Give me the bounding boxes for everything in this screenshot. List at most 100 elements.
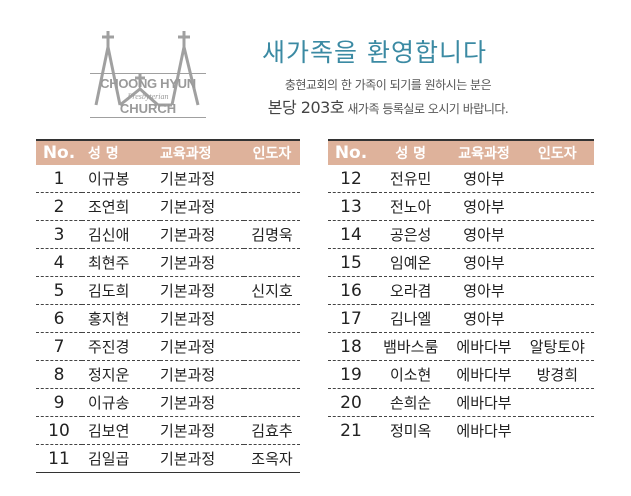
church-logo-icon <box>94 31 200 107</box>
table-row: 6 홍지현 기본과정 <box>36 304 300 333</box>
cell-name: 이규봉 <box>82 165 160 193</box>
cell-name: 공은성 <box>374 220 448 249</box>
cell-course: 기본과정 <box>160 388 244 417</box>
cell-guide: 조옥자 <box>244 444 300 473</box>
cell-guide <box>244 332 300 361</box>
column-header-number: No. <box>36 139 82 165</box>
cell-guide <box>520 220 594 249</box>
cell-number: 9 <box>36 388 82 417</box>
subtitle-line1: 충현교회의 한 가족이 되기를 원하시는 분은 <box>284 78 492 92</box>
table-row: 11 김일곱 기본과정 조옥자 <box>36 444 300 473</box>
table-row: 8 정지운 기본과정 <box>36 360 300 389</box>
table-row: 20 손희순 에바다부 <box>328 388 594 417</box>
cell-number: 18 <box>328 332 374 361</box>
cell-number: 2 <box>36 192 82 221</box>
cell-number: 17 <box>328 304 374 333</box>
cell-course: 영아부 <box>447 165 521 193</box>
cell-name: 임예온 <box>374 248 448 277</box>
cell-number: 4 <box>36 248 82 277</box>
cell-course: 기본과정 <box>160 444 244 473</box>
cell-guide: 김명욱 <box>244 220 300 249</box>
cell-name: 이소현 <box>374 360 448 389</box>
cell-course: 기본과정 <box>160 165 244 193</box>
table-row: 18 뱀바스룸 에바다부 알탕토야 <box>328 332 594 361</box>
table-row: 12 전유민 영아부 <box>328 165 594 193</box>
table-row: 9 이규송 기본과정 <box>36 388 300 417</box>
table-row: 7 주진경 기본과정 <box>36 332 300 361</box>
cell-number: 1 <box>36 165 82 193</box>
column-header-name: 성 명 <box>82 139 160 165</box>
cell-number: 13 <box>328 192 374 221</box>
page-title: 새가족을 환영합니다 <box>262 38 487 67</box>
cell-guide: 신지호 <box>244 276 300 305</box>
cell-guide <box>244 248 300 277</box>
registrants-table-left: No. 성 명 교육과정 인도자 1 이규봉 기본과정 2 조연희 기본과정 3 김신애 기본과정 김명… <box>36 139 300 473</box>
table-row: 4 최현주 기본과정 <box>36 248 300 277</box>
cell-course: 에바다부 <box>447 388 521 417</box>
table-row: 13 전노아 영아부 <box>328 192 594 221</box>
column-header-name: 성 명 <box>374 139 448 165</box>
cell-course: 기본과정 <box>160 360 244 389</box>
table-row: 19 이소현 에바다부 방경희 <box>328 360 594 389</box>
cell-course: 기본과정 <box>160 304 244 333</box>
cell-number: 12 <box>328 165 374 193</box>
subtitle-line2-rest: 새가족 등록실로 오시기 바랍니다. <box>344 102 509 116</box>
cell-name: 전유민 <box>374 165 448 193</box>
cell-name: 정지운 <box>82 360 160 389</box>
logo-divider-bottom <box>90 117 206 118</box>
cell-number: 5 <box>36 276 82 305</box>
table-row: 21 정미옥 에바다부 <box>328 417 594 445</box>
cell-number: 15 <box>328 248 374 277</box>
cell-guide <box>520 192 594 221</box>
table-row: 1 이규봉 기본과정 <box>36 165 300 193</box>
logo-text-church: CHURCH <box>119 101 177 116</box>
cell-guide <box>520 276 594 305</box>
cell-name: 이규송 <box>82 388 160 417</box>
cell-course: 에바다부 <box>447 332 521 361</box>
table-row: 14 공은성 영아부 <box>328 220 594 249</box>
cell-name: 주진경 <box>82 332 160 361</box>
cell-course: 영아부 <box>447 304 521 333</box>
logo-text-presbyterian: Presbyterian <box>127 92 169 101</box>
cell-number: 19 <box>328 360 374 389</box>
column-header-course: 교육과정 <box>447 139 521 165</box>
column-header-course: 교육과정 <box>160 139 244 165</box>
cell-number: 21 <box>340 420 362 441</box>
table-row: 17 김나엘 영아부 <box>328 304 594 333</box>
table-row: 3 김신애 기본과정 김명욱 <box>36 220 300 249</box>
cell-course: 기본과정 <box>160 220 244 249</box>
cell-guide <box>520 304 594 333</box>
room-number: 본당 203호 <box>267 98 345 117</box>
table-row: 16 오라겸 영아부 <box>328 276 594 305</box>
cell-guide: 방경희 <box>520 360 594 389</box>
cell-number: 10 <box>36 416 82 445</box>
cell-guide <box>520 165 594 193</box>
cell-name: 손희순 <box>374 388 448 417</box>
cell-guide <box>520 248 594 277</box>
cell-name: 뱀바스룸 <box>374 332 448 361</box>
cell-guide <box>520 388 594 417</box>
cell-name: 김일곱 <box>82 444 160 473</box>
column-header-number: No. <box>328 139 374 165</box>
cell-guide <box>521 417 594 445</box>
registrants-table-right: No. 성 명 교육과정 인도자 12 전유민 영아부 13 전노아 영아부 14 공은성 영아부 15… <box>328 139 594 444</box>
cell-course: 기본과정 <box>160 416 244 445</box>
cell-guide <box>244 388 300 417</box>
cell-course: 영아부 <box>447 220 521 249</box>
cell-number: 6 <box>36 304 82 333</box>
cell-name: 김신애 <box>82 220 160 249</box>
logo-text-name: CHOONG HYUN <box>100 76 196 91</box>
cell-name: 오라겸 <box>374 276 448 305</box>
cell-name: 정미옥 <box>389 422 432 440</box>
cell-course: 기본과정 <box>160 332 244 361</box>
cell-number: 3 <box>36 220 82 249</box>
cell-name: 홍지현 <box>82 304 160 333</box>
table-row: 15 임예온 영아부 <box>328 248 594 277</box>
cell-name: 최현주 <box>82 248 160 277</box>
cell-name: 전노아 <box>374 192 448 221</box>
table-row: 2 조연희 기본과정 <box>36 192 300 221</box>
table-row: 10 김보연 기본과정 김효추 <box>36 416 300 445</box>
cell-guide <box>244 360 300 389</box>
cell-course: 영아부 <box>447 276 521 305</box>
cell-name: 김보연 <box>82 416 160 445</box>
